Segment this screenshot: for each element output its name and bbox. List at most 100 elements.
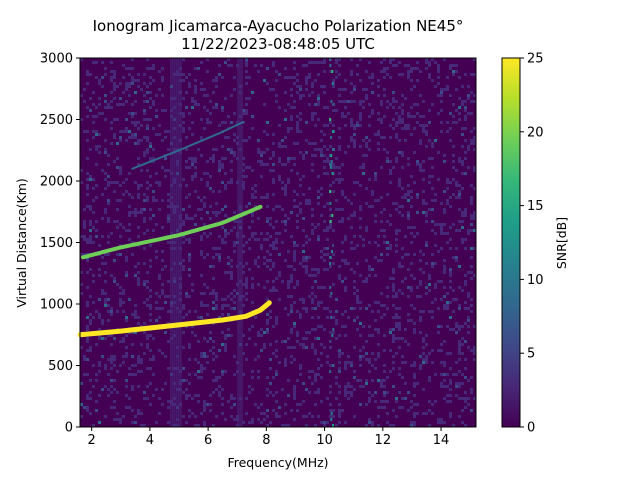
noise-cell — [206, 184, 209, 187]
noise-cell — [263, 196, 266, 199]
noise-cell — [245, 262, 248, 265]
noise-cell — [470, 388, 473, 391]
colorbar-gradient — [501, 57, 521, 428]
noise-cell — [113, 259, 116, 262]
noise-cell — [164, 130, 167, 133]
noise-cell — [407, 211, 410, 214]
noise-cell — [470, 310, 473, 313]
noise-cell — [149, 142, 152, 145]
noise-cell — [212, 352, 215, 355]
noise-cell — [161, 259, 164, 262]
noise-cell — [209, 265, 212, 268]
noise-cell — [425, 130, 428, 133]
noise-cell — [338, 64, 341, 67]
noise-cell — [323, 328, 326, 331]
noise-cell — [149, 313, 152, 316]
noise-cell — [464, 397, 467, 400]
noise-cell — [440, 349, 443, 352]
noise-cell — [287, 346, 290, 349]
noise-cell — [203, 256, 206, 259]
noise-cell — [110, 79, 113, 82]
noise-cell — [200, 235, 203, 238]
noise-cell — [260, 412, 263, 415]
noise-cell — [287, 379, 290, 382]
noise-cell — [101, 262, 104, 265]
noise-cell — [449, 226, 452, 229]
noise-cell — [443, 58, 446, 61]
noise-cell — [257, 139, 260, 142]
noise-cell — [209, 205, 212, 208]
noise-cell — [281, 145, 284, 148]
noise-cell — [248, 202, 251, 205]
noise-cell — [455, 169, 458, 172]
noise-cell — [95, 229, 98, 232]
noise-cell — [92, 226, 95, 229]
noise-cell — [122, 340, 125, 343]
noise-cell — [383, 70, 386, 73]
noise-cell — [380, 136, 383, 139]
noise-cell — [275, 205, 278, 208]
noise-cell — [401, 127, 404, 130]
noise-cell — [275, 322, 278, 325]
noise-cell — [362, 325, 365, 328]
noise-cell — [152, 103, 155, 106]
noise-cell — [152, 100, 155, 103]
noise-cell — [257, 256, 260, 259]
noise-cell — [233, 244, 236, 247]
noise-cell — [356, 301, 359, 304]
noise-cell — [110, 313, 113, 316]
noise-cell — [365, 145, 368, 148]
noise-cell — [161, 79, 164, 82]
noise-cell — [398, 184, 401, 187]
noise-cell — [305, 235, 308, 238]
noise-cell — [371, 334, 374, 337]
frequency-band-line — [237, 58, 239, 427]
noise-cell — [80, 283, 83, 286]
noise-cell — [290, 265, 293, 268]
noise-cell — [167, 310, 170, 313]
noise-cell — [437, 67, 440, 70]
noise-cell — [446, 400, 449, 403]
noise-cell — [335, 58, 338, 61]
noise-cell — [230, 394, 233, 397]
noise-cell — [464, 400, 467, 403]
noise-cell — [248, 247, 251, 250]
noise-cell — [263, 286, 266, 289]
noise-cell — [104, 67, 107, 70]
noise-cell — [296, 115, 299, 118]
noise-cell — [335, 109, 338, 112]
noise-cell — [230, 415, 233, 418]
noise-cell — [89, 109, 92, 112]
noise-cell — [416, 232, 419, 235]
noise-cell — [185, 76, 188, 79]
noise-cell — [437, 151, 440, 154]
noise-cell — [164, 355, 167, 358]
noise-cell — [218, 259, 221, 262]
noise-cell — [461, 214, 464, 217]
noise-cell — [251, 370, 254, 373]
noise-cell — [149, 118, 152, 121]
noise-cell — [194, 373, 197, 376]
noise-cell — [317, 238, 320, 241]
noise-cell — [272, 352, 275, 355]
noise-cell — [392, 361, 395, 364]
noise-cell — [314, 424, 317, 427]
noise-cell — [170, 304, 173, 307]
noise-cell — [338, 265, 341, 268]
noise-cell — [416, 160, 419, 163]
noise-cell — [188, 112, 191, 115]
noise-cell — [344, 277, 347, 280]
noise-cell — [251, 193, 254, 196]
noise-cell — [452, 145, 455, 148]
noise-cell — [251, 325, 254, 328]
noise-cell — [314, 268, 317, 271]
noise-cell — [188, 205, 191, 208]
noise-cell — [305, 337, 308, 340]
noise-cell — [467, 145, 470, 148]
noise-cell — [95, 310, 98, 313]
noise-cell — [359, 112, 362, 115]
noise-cell — [89, 235, 92, 238]
noise-cell — [272, 394, 275, 397]
noise-cell — [401, 337, 404, 340]
noise-cell — [293, 244, 296, 247]
